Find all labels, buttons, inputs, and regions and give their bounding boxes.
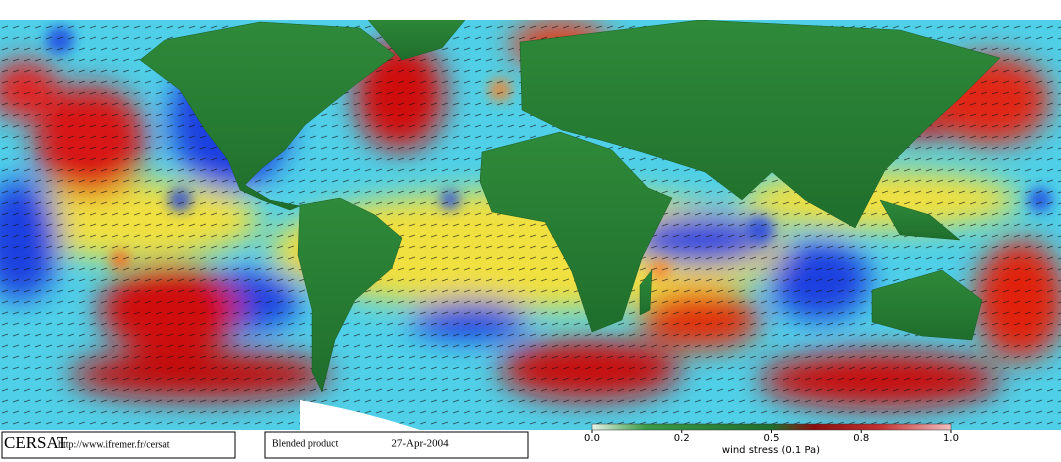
colorbar-ticks: 0.0 0.2 0.5 0.8 1.0 xyxy=(584,430,959,444)
colorbar-tick-label: 0.2 xyxy=(674,433,690,444)
colorbar xyxy=(591,423,952,431)
product-box xyxy=(264,431,529,459)
logo-box xyxy=(1,431,236,459)
date: 27-Apr-2004 xyxy=(391,438,449,450)
colorbar-tick-label: 1.0 xyxy=(943,433,959,444)
url: http://www.ifremer.fr/cersat xyxy=(58,439,170,450)
colorbar-label: wind stress (0.1 Pa) xyxy=(722,445,820,456)
colorbar-tick-label: 0.5 xyxy=(764,433,780,444)
land xyxy=(139,13,1001,393)
logo: CERSAT xyxy=(4,433,68,452)
colorbar-tick-label: 0.8 xyxy=(853,433,869,444)
colorbar-tick-label: 0.0 xyxy=(584,433,600,444)
product: Blended product xyxy=(272,438,339,449)
